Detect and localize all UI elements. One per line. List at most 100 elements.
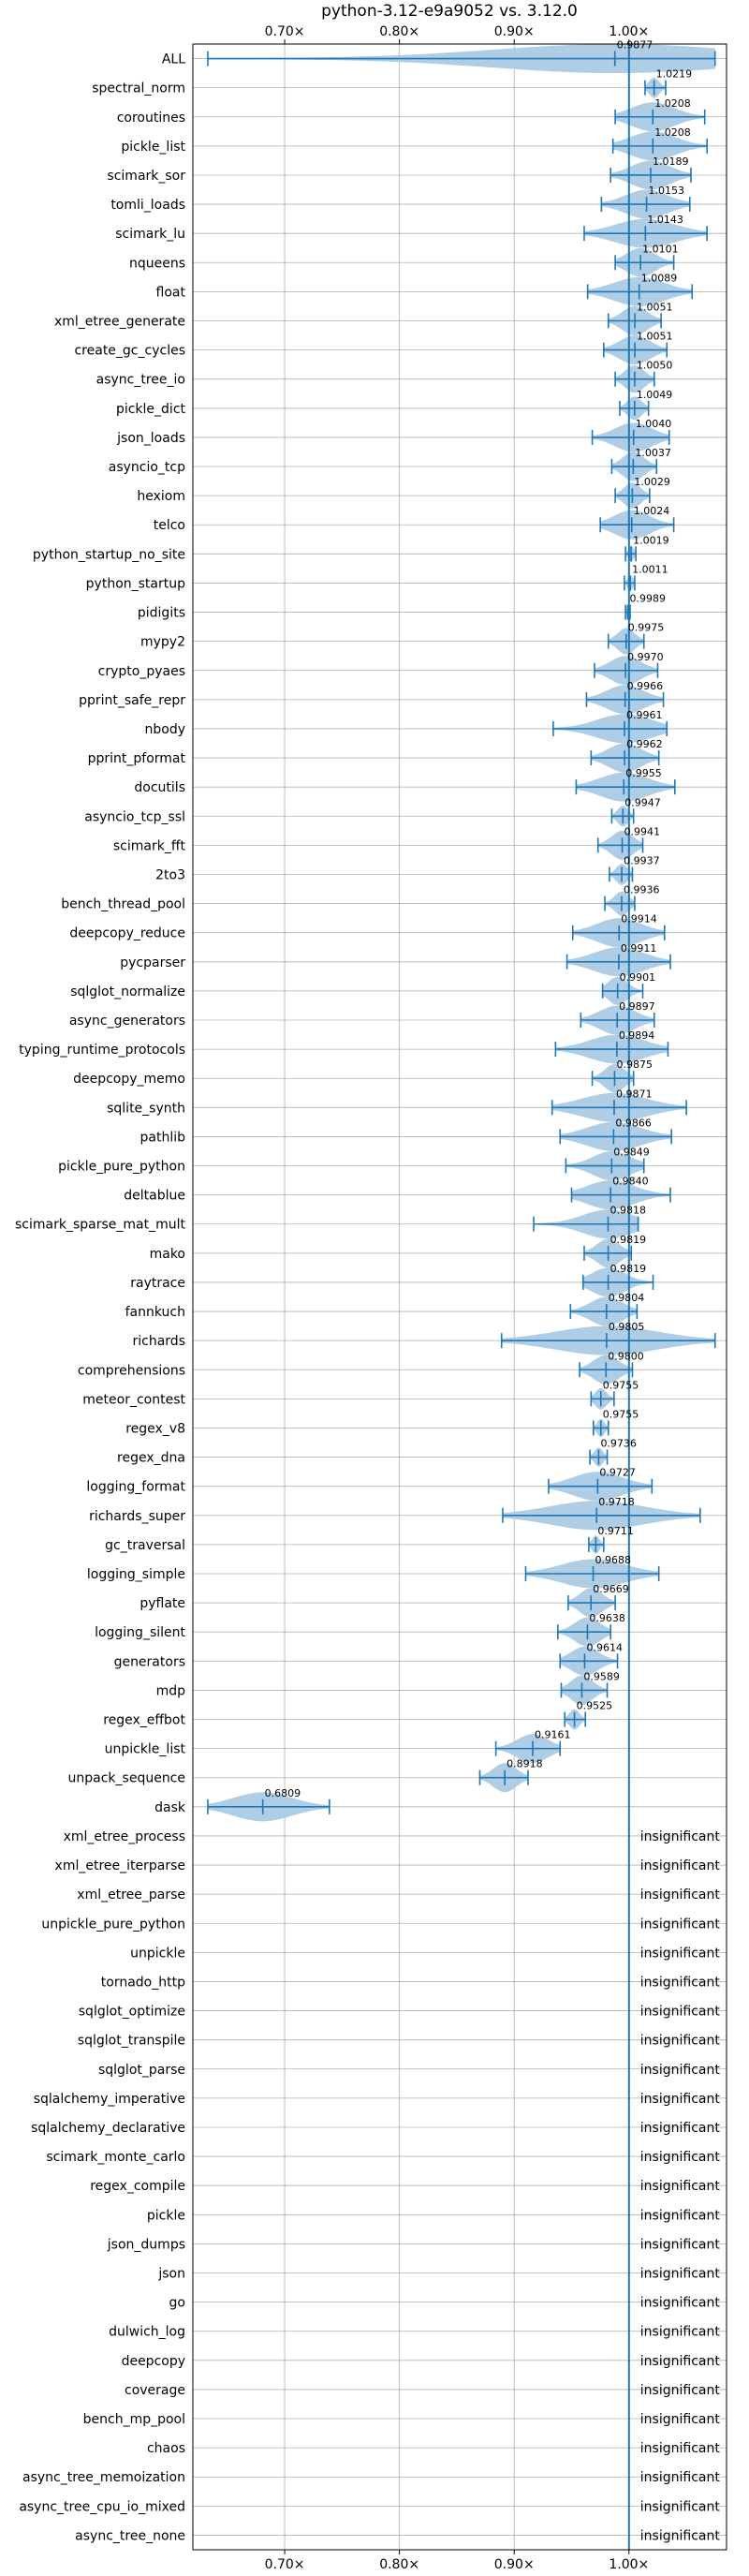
- value-label-ALL: 0.9877: [617, 39, 654, 52]
- benchmark-name-tomli_loads: tomli_loads: [110, 198, 185, 213]
- benchmark-name-deepcopy_reduce: deepcopy_reduce: [69, 926, 185, 941]
- insignificant-label: insignificant: [640, 2325, 721, 2340]
- insignificant-label: insignificant: [640, 2005, 721, 2020]
- benchmark-name-scimark_sparse_mat_mult: scimark_sparse_mat_mult: [15, 1218, 185, 1233]
- benchmark-name-typing_runtime_protocols: typing_runtime_protocols: [19, 1043, 185, 1058]
- value-label-regex_effbot: 0.9525: [577, 1700, 613, 1712]
- value-label-pickle_dict: 1.0049: [637, 389, 673, 401]
- value-label-scimark_fft: 0.9941: [624, 825, 661, 837]
- benchmark-name-pprint_safe_repr: pprint_safe_repr: [79, 693, 185, 708]
- benchmark-name-python_startup_no_site: python_startup_no_site: [33, 547, 185, 562]
- benchmark-name-async_tree_cpu_io_mixed: async_tree_cpu_io_mixed: [19, 2499, 185, 2514]
- value-label-asyncio_tcp: 1.0037: [635, 447, 671, 459]
- x-tick-label-bottom: 0.80×: [379, 2557, 419, 2572]
- benchmark-name-bench_thread_pool: bench_thread_pool: [61, 897, 185, 912]
- benchmark-name-deepcopy: deepcopy: [122, 2354, 185, 2369]
- benchmark-name-hexiom: hexiom: [137, 489, 185, 504]
- value-label-pycparser: 0.9911: [621, 942, 657, 955]
- value-label-generators: 0.9614: [586, 1641, 623, 1653]
- benchmark-name-pidigits: pidigits: [138, 606, 185, 621]
- benchmark-name-meteor_contest: meteor_contest: [82, 1392, 185, 1407]
- value-label-unpack_sequence: 0.8918: [507, 1758, 543, 1770]
- insignificant-label: insignificant: [640, 2092, 721, 2107]
- value-label-richards: 0.9805: [609, 1321, 645, 1333]
- benchmark-name-logging_simple: logging_simple: [87, 1567, 185, 1582]
- value-label-regex_v8: 0.9755: [603, 1408, 639, 1420]
- value-label-logging_silent: 0.9638: [589, 1612, 625, 1624]
- benchmark-name-json: json: [157, 2267, 185, 2282]
- value-label-float: 1.0089: [641, 272, 678, 284]
- benchmark-name-gc_traversal: gc_traversal: [105, 1538, 185, 1553]
- benchmark-name-regex_effbot: regex_effbot: [103, 1713, 185, 1728]
- value-label-telco: 1.0024: [634, 505, 670, 517]
- value-label-docutils: 0.9955: [625, 767, 662, 779]
- benchmark-name-ALL: ALL: [162, 52, 185, 67]
- value-label-gc_traversal: 0.9711: [597, 1525, 634, 1537]
- benchmark-name-unpickle: unpickle: [130, 1946, 185, 1961]
- insignificant-label: insignificant: [640, 2354, 721, 2369]
- benchmark-name-xml_etree_process: xml_etree_process: [64, 1829, 185, 1844]
- value-label-sqlite_synth: 0.9871: [616, 1088, 653, 1100]
- value-label-pprint_pformat: 0.9962: [626, 738, 663, 750]
- benchmark-name-async_tree_memoization: async_tree_memoization: [22, 2470, 185, 2485]
- value-label-spectral_norm: 1.0219: [656, 68, 693, 81]
- value-label-mako: 0.9819: [610, 1234, 647, 1246]
- benchmark-name-sqlglot_transpile: sqlglot_transpile: [78, 2034, 185, 2049]
- insignificant-label: insignificant: [640, 2034, 721, 2049]
- benchmark-name-sqlalchemy_imperative: sqlalchemy_imperative: [34, 2092, 185, 2107]
- insignificant-label: insignificant: [640, 2528, 721, 2543]
- benchmark-name-pickle_list: pickle_list: [121, 140, 185, 155]
- value-label-hexiom: 1.0029: [634, 476, 670, 488]
- benchmark-labels: ALL spectral_norm coroutines pickle_listsci…: [15, 39, 720, 2544]
- benchmark-name-logging_silent: logging_silent: [95, 1625, 185, 1640]
- benchmark-name-sqlglot_optimize: sqlglot_optimize: [79, 2005, 185, 2020]
- benchmark-name-regex_v8: regex_v8: [125, 1421, 185, 1436]
- insignificant-label: insignificant: [640, 2121, 721, 2136]
- benchmark-name-async_tree_none: async_tree_none: [75, 2528, 185, 2543]
- x-tick-label-top: 0.70×: [265, 24, 305, 39]
- benchmark-name-pyflate: pyflate: [140, 1596, 185, 1611]
- benchmark-name-dask: dask: [154, 1800, 186, 1815]
- value-label-pprint_safe_repr: 0.9966: [627, 680, 664, 692]
- insignificant-label: insignificant: [640, 1917, 721, 1932]
- value-label-asyncio_tcp_ssl: 0.9947: [624, 796, 661, 808]
- benchmark-name-docutils: docutils: [134, 780, 185, 795]
- benchmark-name-asyncio_tcp: asyncio_tcp: [109, 460, 185, 475]
- value-label-scimark_lu: 1.0143: [647, 214, 683, 226]
- chart-title: python-3.12-e9a9052 vs. 3.12.0: [321, 2, 578, 21]
- insignificant-label: insignificant: [640, 2063, 721, 2078]
- benchmark-name-fannkuch: fannkuch: [125, 1305, 185, 1320]
- value-label-coroutines: 1.0208: [654, 97, 691, 110]
- insignificant-label: insignificant: [640, 2237, 721, 2252]
- value-label-logging_format: 0.9727: [599, 1467, 636, 1479]
- insignificant-label: insignificant: [640, 1975, 721, 1990]
- insignificant-label: insignificant: [640, 2296, 721, 2311]
- plot-frame: [192, 43, 727, 2551]
- insignificant-label: insignificant: [640, 1829, 721, 1844]
- insignificant-label: insignificant: [640, 2470, 721, 2485]
- value-label-nbody: 0.9961: [626, 709, 663, 721]
- benchmark-name-pycparser: pycparser: [120, 955, 185, 970]
- insignificant-label: insignificant: [640, 2499, 721, 2514]
- value-label-raytrace: 0.9819: [610, 1263, 647, 1275]
- value-label-crypto_pyaes: 0.9970: [627, 651, 664, 663]
- benchmark-name-xml_etree_generate: xml_etree_generate: [54, 314, 185, 329]
- value-label-json_loads: 1.0040: [636, 418, 672, 430]
- insignificant-label: insignificant: [640, 1888, 721, 1902]
- value-label-regex_dna: 0.9736: [600, 1438, 637, 1450]
- value-label-tomli_loads: 1.0153: [649, 185, 685, 197]
- value-label-fannkuch: 0.9804: [609, 1292, 645, 1304]
- insignificant-label: insignificant: [640, 2441, 721, 2456]
- benchmark-name-sqlalchemy_declarative: sqlalchemy_declarative: [31, 2121, 185, 2136]
- benchmark-name-create_gc_cycles: create_gc_cycles: [74, 344, 185, 359]
- benchmark-name-pickle_dict: pickle_dict: [116, 402, 186, 417]
- benchmark-name-dulwich_log: dulwich_log: [109, 2325, 185, 2340]
- benchmark-marks: [207, 44, 716, 2550]
- benchmark-name-scimark_fft: scimark_fft: [113, 838, 186, 853]
- insignificant-label: insignificant: [640, 2179, 721, 2194]
- value-label-create_gc_cycles: 1.0051: [637, 331, 673, 343]
- x-tick-label-bottom: 0.90×: [494, 2557, 535, 2572]
- benchmark-name-pathlib: pathlib: [140, 1130, 186, 1145]
- benchmark-name-pickle_pure_python: pickle_pure_python: [58, 1160, 185, 1175]
